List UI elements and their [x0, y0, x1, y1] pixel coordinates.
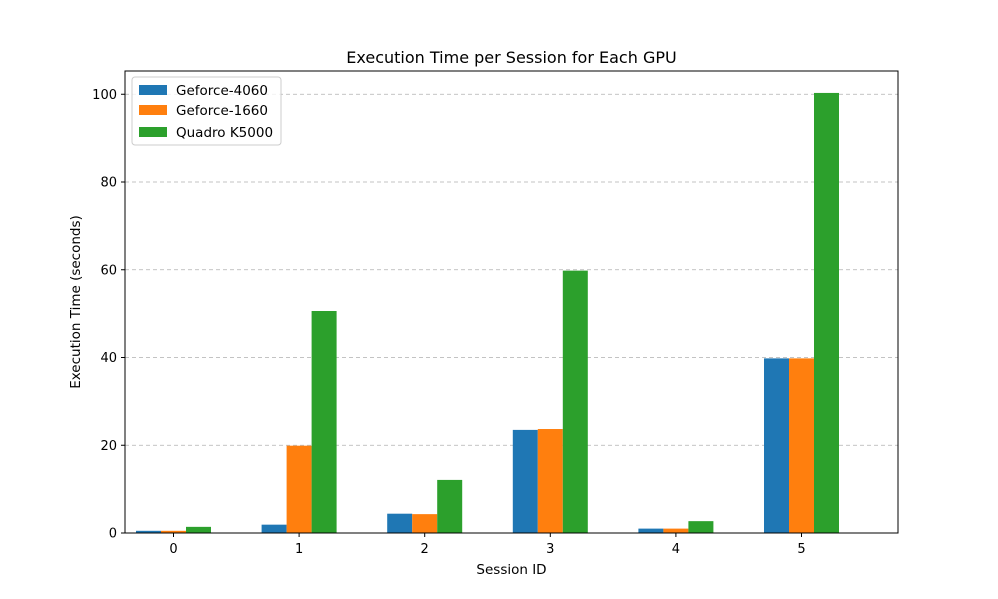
bars	[136, 92, 839, 534]
bar-quadro-k5000-session-1	[311, 310, 337, 533]
y-axis-ticks: 0 20 40 60 80 100	[92, 88, 125, 542]
bar-geforce-1660-session-4	[663, 528, 689, 533]
legend-frame	[131, 76, 282, 146]
x-tick-label: 5	[797, 542, 805, 557]
chart-title: Execution Time per Session for Each GPU	[346, 48, 676, 67]
bar-geforce-4060-session-0	[136, 530, 161, 533]
y-tick-label: 100	[92, 88, 117, 103]
bar-quadro-k5000-session-3	[562, 270, 588, 533]
legend: Geforce-4060 Geforce-1660 Quadro K5000	[131, 76, 282, 146]
y-tick-label: 0	[109, 527, 117, 542]
bar-geforce-1660-session-3	[537, 429, 563, 533]
bar-geforce-4060-session-1	[261, 524, 287, 533]
legend-swatch-quadro-k5000	[139, 127, 167, 137]
x-tick-label: 3	[546, 542, 554, 557]
bar-geforce-1660-session-0	[161, 530, 186, 533]
x-axis-ticks: 0 1 2 3 4 5	[169, 533, 806, 557]
bar-geforce-4060-session-2	[387, 513, 413, 533]
bar-quadro-k5000-session-4	[688, 521, 714, 533]
bar-geforce-4060-session-4	[638, 528, 664, 533]
legend-label-quadro-k5000: Quadro K5000	[176, 125, 273, 141]
y-tick-label: 40	[100, 351, 117, 366]
legend-swatch-geforce-4060	[139, 85, 167, 95]
y-tick-label: 60	[100, 263, 117, 278]
plot-frame	[124, 70, 899, 534]
bar-quadro-k5000-session-0	[186, 526, 211, 533]
bar-quadro-k5000-session-5	[814, 92, 839, 534]
bar-geforce-1660-session-1	[286, 445, 312, 533]
y-axis-label: Execution Time (seconds)	[68, 215, 84, 389]
legend-label-geforce-1660: Geforce-1660	[176, 103, 268, 119]
legend-label-geforce-4060: Geforce-4060	[176, 83, 268, 99]
bar-geforce-1660-session-5	[789, 358, 814, 533]
bar-geforce-1660-session-2	[412, 514, 438, 533]
y-tick-label: 20	[100, 439, 117, 454]
x-tick-label: 0	[169, 542, 177, 557]
x-tick-label: 2	[421, 542, 429, 557]
bar-geforce-4060-session-3	[512, 429, 538, 533]
x-axis-label: Session ID	[476, 562, 546, 578]
y-tick-label: 80	[100, 176, 117, 191]
bar-quadro-k5000-session-2	[437, 479, 463, 533]
x-tick-label: 1	[295, 542, 303, 557]
bar-geforce-4060-session-5	[764, 358, 789, 533]
x-tick-label: 4	[672, 542, 680, 557]
legend-swatch-geforce-1660	[139, 105, 167, 115]
